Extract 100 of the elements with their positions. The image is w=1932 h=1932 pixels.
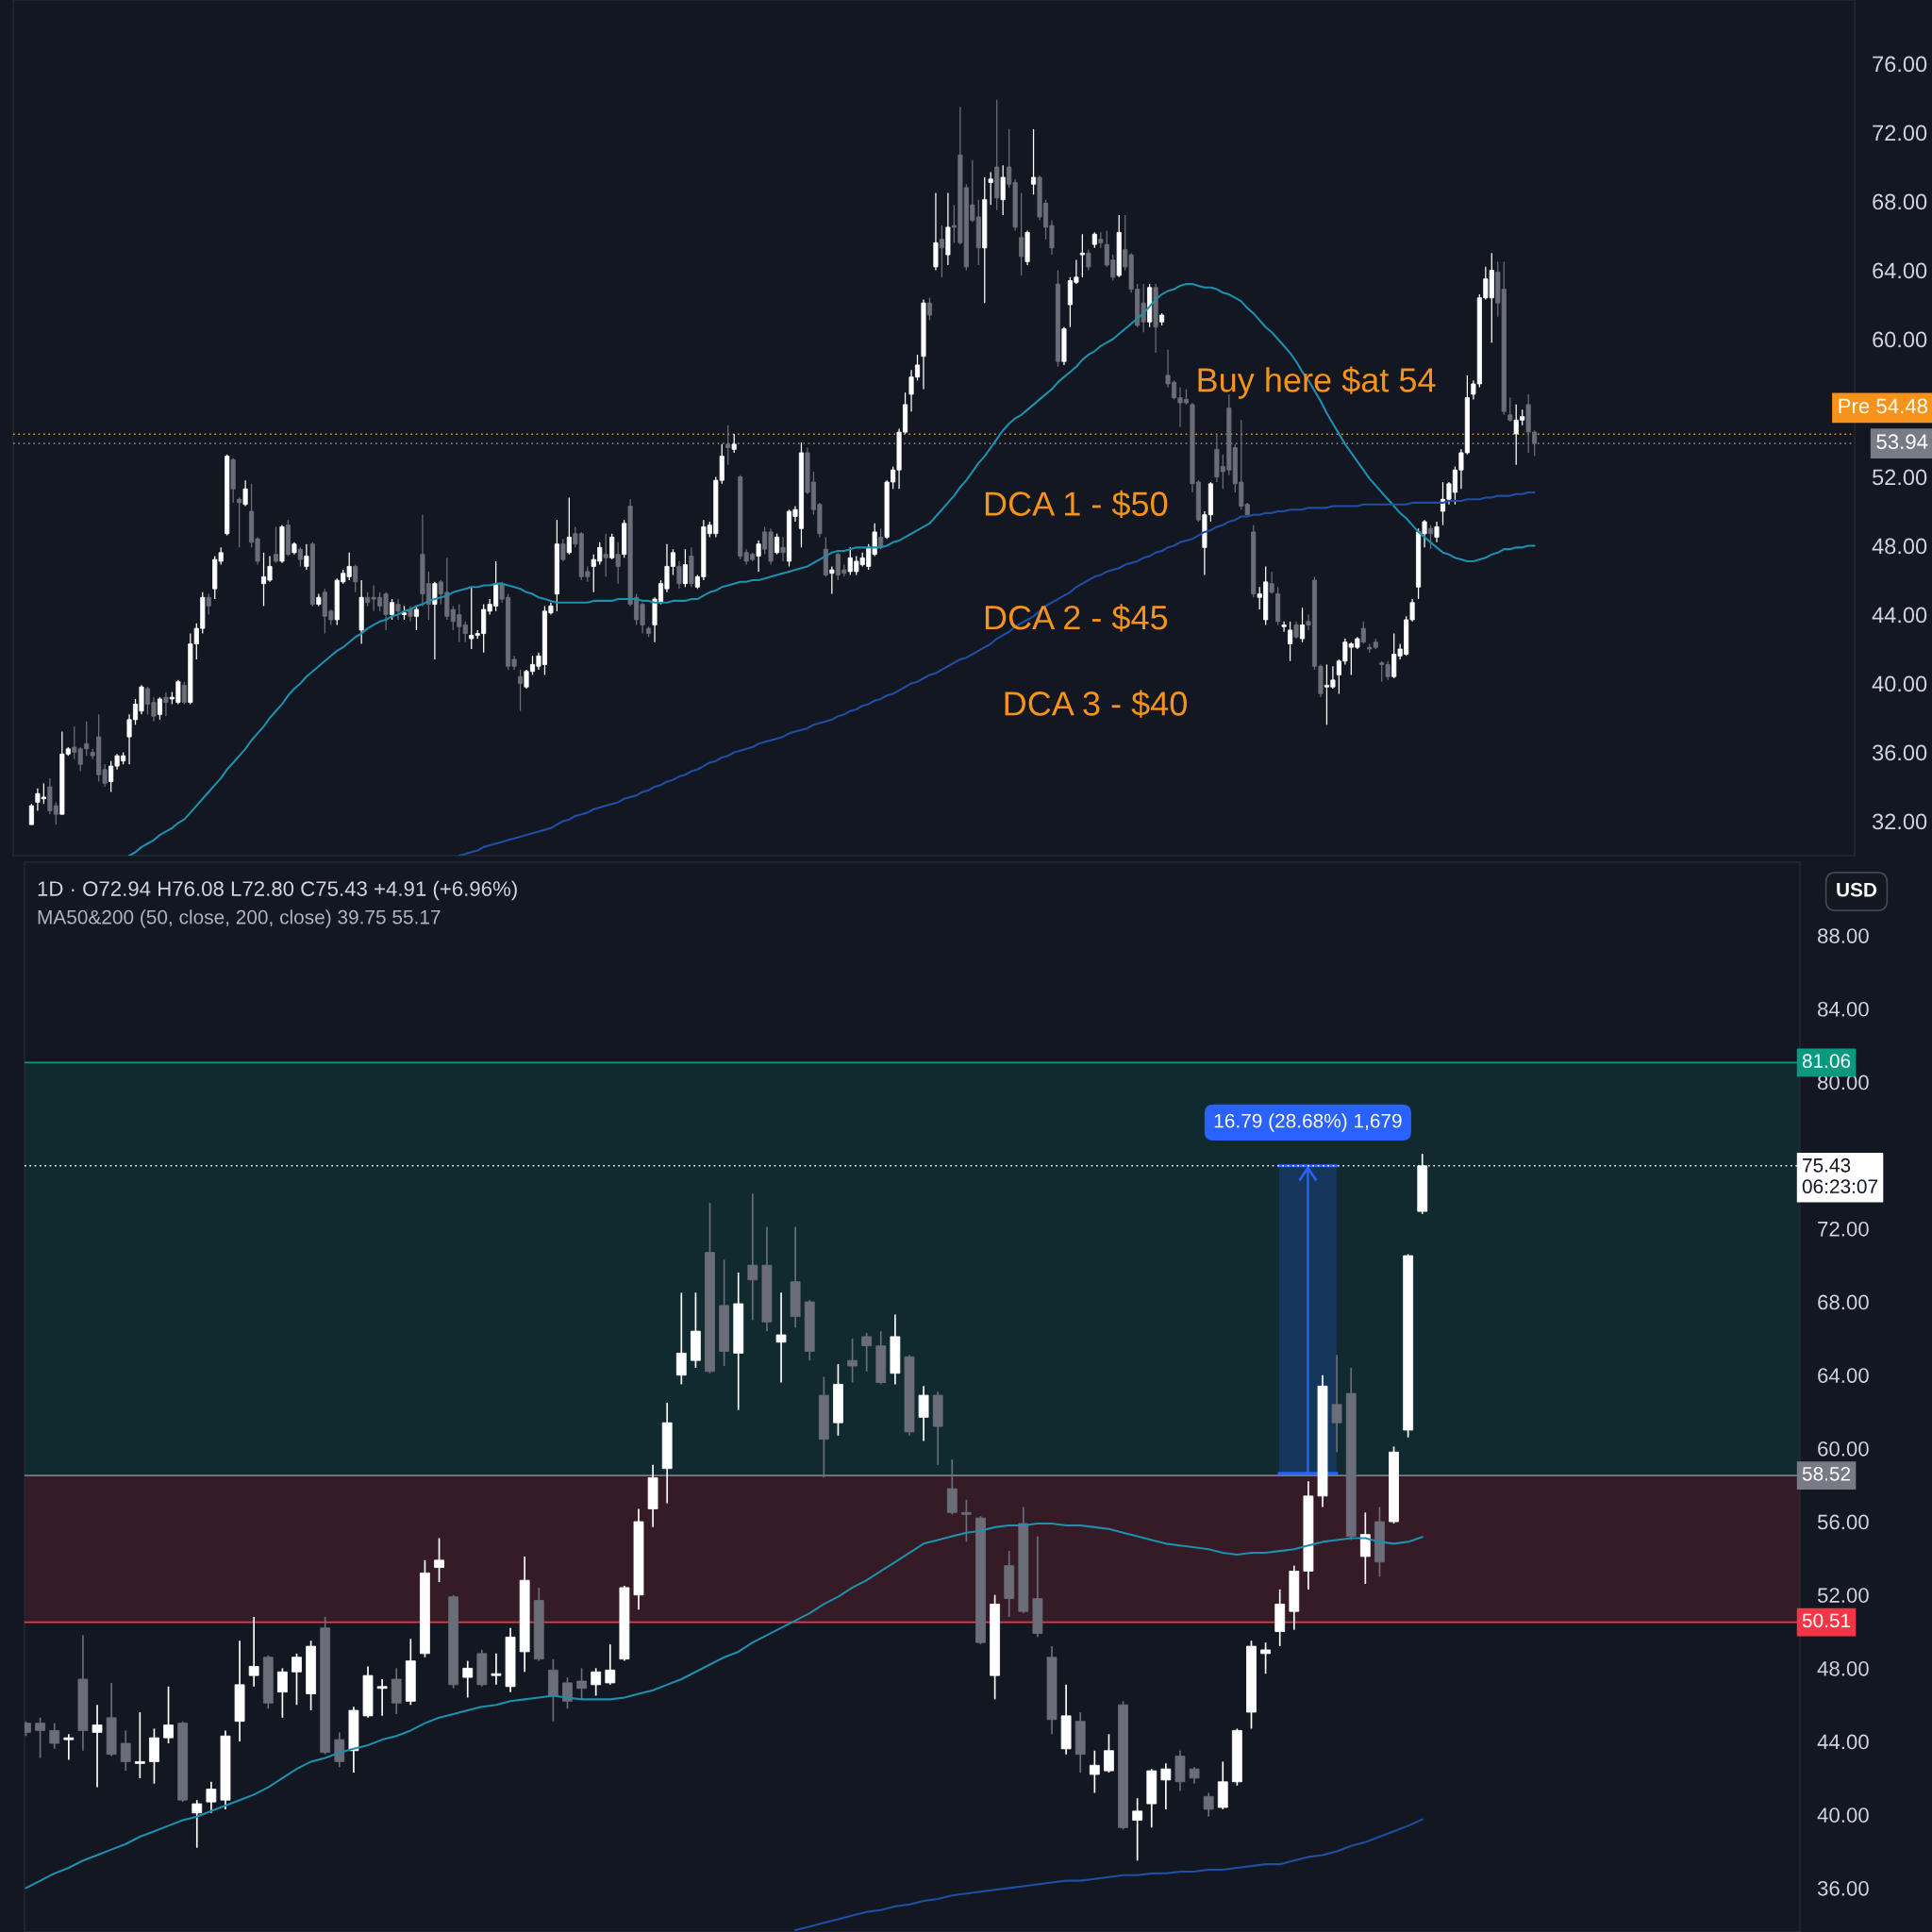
candlestick — [1434, 521, 1440, 543]
candlestick — [206, 592, 211, 616]
annotation: DCA 3 - $40 — [1005, 690, 1187, 718]
y-tick-label: 40.00 — [1817, 1807, 1869, 1823]
candlestick — [276, 1667, 288, 1719]
ref-line-label: 53.94 — [1876, 434, 1928, 450]
candlestick — [847, 1338, 858, 1384]
candlestick — [304, 543, 309, 571]
candlestick — [157, 696, 162, 721]
candlestick — [775, 1291, 787, 1384]
candlestick — [163, 691, 169, 717]
candlestick — [1089, 1749, 1100, 1794]
candlestick — [134, 1711, 145, 1779]
ref-line-label: 81.06 — [1802, 1054, 1851, 1069]
candlestick — [926, 297, 933, 322]
candlestick — [1269, 571, 1274, 595]
candlestick — [413, 605, 419, 631]
candlestick — [562, 1676, 573, 1709]
y-tick-label: 44.00 — [1817, 1734, 1869, 1750]
candlestick — [1203, 1791, 1214, 1818]
y-tick-label: 76.00 — [1873, 56, 1927, 73]
candlestick — [676, 560, 682, 590]
ref-line-label: 58.52 — [1802, 1466, 1851, 1481]
y-tick-label: 32.00 — [1872, 813, 1927, 830]
candlestick — [1019, 192, 1024, 276]
band-label: 16.79 (28.68%) 1,679 — [1214, 1113, 1402, 1132]
candlestick — [297, 546, 303, 568]
candlestick — [434, 1537, 444, 1583]
y-tick-label: 72.00 — [1818, 1221, 1869, 1237]
candlestick — [609, 533, 615, 560]
candlestick — [960, 1498, 972, 1543]
y-tick-label: 60.00 — [1818, 1441, 1869, 1457]
candlestick — [939, 225, 944, 278]
candlestick — [1281, 621, 1287, 633]
candlestick — [120, 1729, 131, 1772]
y-tick-label: 36.00 — [1817, 1880, 1869, 1896]
y-tick-label: 88.00 — [1818, 928, 1869, 943]
candlestick — [675, 1291, 687, 1386]
candlestick — [615, 541, 621, 585]
ref-line-label: Pre 54.48 — [1839, 398, 1928, 414]
y-tick-label: 48.00 — [1817, 1660, 1869, 1676]
y-tick-label: 64.00 — [1818, 1368, 1869, 1383]
candlestick — [517, 669, 524, 712]
candlestick — [988, 171, 993, 206]
candlestick — [1132, 1797, 1143, 1862]
candlestick — [395, 598, 401, 621]
candlestick — [591, 1667, 602, 1697]
candlestick — [291, 1653, 302, 1707]
y-tick-label: 44.00 — [1872, 607, 1927, 624]
candlestick — [376, 1678, 388, 1717]
candlestick — [49, 1722, 60, 1750]
candlestick — [780, 536, 786, 562]
candlestick — [560, 538, 566, 562]
candlestick — [1427, 524, 1434, 550]
candlestick — [35, 1716, 46, 1759]
candlestick — [273, 525, 279, 564]
y-tick-label: 56.00 — [1817, 1514, 1869, 1530]
candlestick — [389, 598, 395, 621]
candlestick — [192, 1799, 203, 1849]
line-series — [25, 1522, 1424, 1890]
candlestick — [1360, 621, 1366, 645]
candlestick — [1000, 164, 1006, 216]
annotation: DCA 1 - $50 — [985, 490, 1168, 519]
text: 1D · O72.94 H76.08 L72.80 C75.43 +4.91 (+6.96%) — [38, 880, 517, 901]
y-axis-title: USD — [1837, 882, 1877, 897]
y-tick-label: 48.00 — [1872, 538, 1927, 555]
candlestick — [1160, 1762, 1172, 1810]
ref-line-label: 75.43 06:23:07 — [1802, 1158, 1878, 1194]
y-tick-label: 68.00 — [1818, 1294, 1869, 1310]
candlestick — [861, 1332, 873, 1373]
y-tick-label: 40.00 — [1872, 675, 1927, 692]
candlestick — [1031, 128, 1037, 195]
y-tick-label: 36.00 — [1872, 744, 1927, 761]
candlestick — [181, 681, 187, 706]
candlestick — [206, 1780, 217, 1814]
candlestick — [462, 1659, 474, 1699]
candlestick — [725, 425, 731, 466]
y-tick-label: 60.00 — [1873, 331, 1927, 348]
candlestick — [1288, 621, 1293, 662]
candlestick — [63, 1733, 75, 1761]
candlestick — [829, 565, 835, 595]
candlestick — [918, 1385, 929, 1442]
candlestick — [603, 533, 608, 577]
candlestick — [28, 803, 34, 825]
candlestick — [756, 540, 761, 573]
ref-line-label: 50.51 — [1802, 1613, 1851, 1628]
candlestick — [491, 1653, 502, 1686]
candlestick — [334, 1731, 345, 1769]
candlestick — [237, 496, 242, 548]
candlestick — [163, 1685, 174, 1744]
candlestick — [248, 1616, 259, 1688]
candlestick — [566, 496, 572, 556]
candlestick — [242, 479, 248, 508]
y-tick-label: 64.00 — [1873, 262, 1927, 279]
y-tick-label: 68.00 — [1873, 193, 1927, 210]
candlestick — [1260, 1641, 1271, 1675]
candlestick — [1507, 396, 1513, 423]
candlestick — [731, 433, 737, 454]
candlestick — [353, 563, 358, 593]
y-tick-label: 84.00 — [1818, 1001, 1869, 1017]
